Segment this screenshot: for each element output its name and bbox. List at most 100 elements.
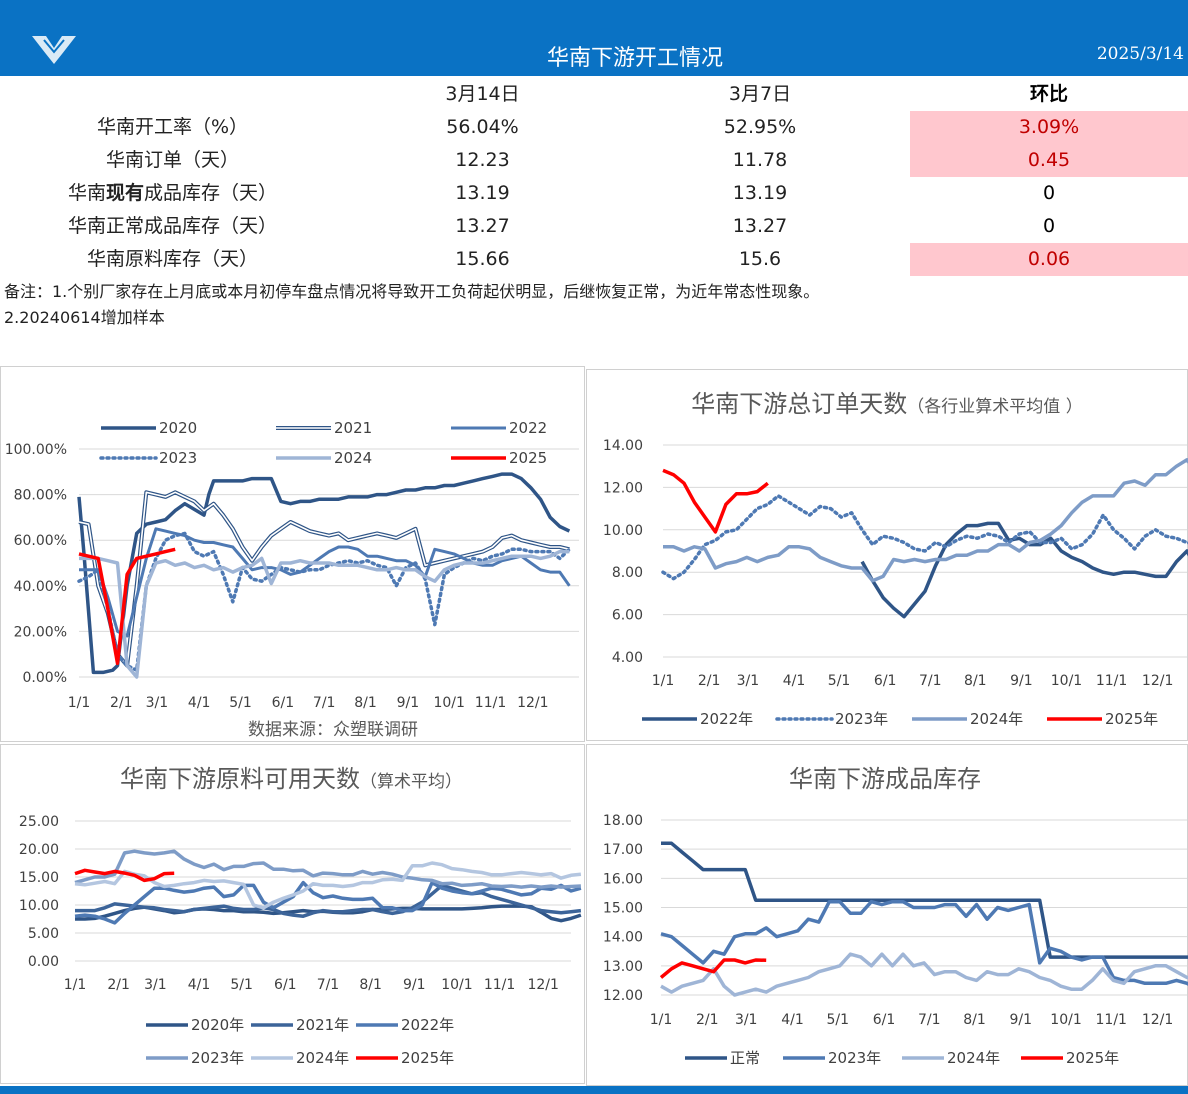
table-note: 备注：1.个别厂家存在上月底或本月初停车盘点情况将导致开工负荷起伏明显，后继恢复… xyxy=(4,282,820,301)
y-tick-label: 60.00% xyxy=(14,533,67,549)
series-line-正常 xyxy=(661,841,1188,959)
x-tick-label: 6/1 xyxy=(873,1012,896,1028)
series-line-2024年 xyxy=(663,458,1188,583)
x-tick-label: 8/1 xyxy=(359,977,382,993)
x-tick-label: 10/1 xyxy=(1051,673,1082,689)
legend-label: 2023年 xyxy=(191,1049,244,1067)
table-row: 华南原料库存（天） 15.66 15.6 0.06 xyxy=(0,243,1188,276)
series-line-2024年 xyxy=(74,861,582,910)
report-date: 2025/3/14 xyxy=(1096,44,1184,64)
legend-label: 2020年 xyxy=(191,1016,244,1034)
table-row: 华南现有成品库存（天） 13.19 13.19 0 xyxy=(0,177,1188,210)
series-line-2024年 xyxy=(660,952,1188,997)
legend-label: 2022年 xyxy=(401,1016,454,1034)
x-tick-label: 8/1 xyxy=(964,673,987,689)
series-line-inner-2021 xyxy=(78,491,570,667)
y-tick-label: 16.00 xyxy=(603,871,643,887)
x-tick-label: 7/1 xyxy=(918,1012,941,1028)
table-header-row: 3月14日 3月7日 环比 xyxy=(0,78,1188,111)
page-title: 华南下游开工情况 xyxy=(546,46,723,71)
y-tick-label: 0.00% xyxy=(23,670,67,686)
series-line-2025 xyxy=(78,547,176,666)
y-tick-label: 20.00 xyxy=(19,842,59,858)
x-tick-label: 9/1 xyxy=(397,695,420,711)
y-tick-label: 25.00 xyxy=(19,814,59,830)
y-tick-label: 12.00 xyxy=(603,480,643,496)
chengpin-chart: 华南下游成品库存 18.00 17.00 16.00 15.00 14.00 13.00 12… xyxy=(603,765,1188,1067)
chart-title: 华南下游原料可用天数（算术平均） xyxy=(120,765,462,793)
upa-logo-icon xyxy=(32,36,76,64)
row-label-prefix: 华南 xyxy=(67,182,106,204)
y-tick-label: 100.00% xyxy=(5,442,67,458)
series-line-2021 xyxy=(78,490,570,668)
x-tick-label: 2/1 xyxy=(696,1012,719,1028)
x-tick-label: 7/1 xyxy=(919,673,942,689)
x-tick-label: 10/1 xyxy=(433,695,464,711)
dingdan-chart: 华南下游总订单天数（各行业算术平均值 ） 14.00 12.00 10.00 8.00 6… xyxy=(603,390,1188,728)
series-line-2021年 xyxy=(75,883,582,918)
legend-label: 2024年 xyxy=(947,1049,1000,1067)
row-label-bold: 现有 xyxy=(105,182,144,204)
previous-value: 13.27 xyxy=(732,215,788,237)
x-tick-label: 6/1 xyxy=(874,673,897,689)
y-tick-label: 8.00 xyxy=(612,565,643,581)
series-line-2023年 xyxy=(74,849,581,889)
x-tick-label: 2/1 xyxy=(110,695,133,711)
x-tick-label: 10/1 xyxy=(1050,1012,1081,1028)
x-tick-label: 10/1 xyxy=(441,977,472,993)
x-tick-label: 5/1 xyxy=(230,977,253,993)
x-tick-label: 4/1 xyxy=(188,695,211,711)
legend-label: 2024年 xyxy=(296,1049,349,1067)
y-tick-label: 0.00 xyxy=(28,954,59,970)
series-line-2025年 xyxy=(662,468,769,534)
y-tick-label: 15.00 xyxy=(603,901,643,917)
y-tick-label: 20.00% xyxy=(14,624,67,640)
x-tick-label: 7/1 xyxy=(317,977,340,993)
change-value: 0 xyxy=(1042,182,1056,204)
x-tick-label: 5/1 xyxy=(828,673,851,689)
y-tick-label: 17.00 xyxy=(603,842,643,858)
chart-title: 华南下游总订单天数（各行业算术平均值 ） xyxy=(691,390,1082,418)
x-tick-label: 9/1 xyxy=(1010,673,1033,689)
legend-label: 2025年 xyxy=(1105,710,1158,728)
x-tick-label: 12/1 xyxy=(1142,1012,1173,1028)
x-tick-label: 6/1 xyxy=(274,977,297,993)
x-tick-label: 12/1 xyxy=(1142,673,1173,689)
y-tick-label: 5.00 xyxy=(28,926,59,942)
chart-panel-dingdan: 华南下游总订单天数（各行业算术平均值 ） 14.00 12.00 10.00 8.00 6… xyxy=(586,369,1188,741)
x-tick-label: 3/1 xyxy=(146,695,169,711)
x-tick-label: 11/1 xyxy=(1096,673,1127,689)
row-label: 华南现有成品库存（天） xyxy=(0,177,345,210)
current-value: 12.23 xyxy=(455,149,510,171)
x-tick-label: 9/1 xyxy=(1010,1012,1033,1028)
x-tick-label: 1/1 xyxy=(64,977,87,993)
legend-label: 2023年 xyxy=(828,1049,881,1067)
y-tick-label: 14.00 xyxy=(603,930,643,946)
legend-label: 2022 xyxy=(509,419,547,437)
legend-label: 2022年 xyxy=(700,710,753,728)
series-line-2022年 xyxy=(860,521,1188,619)
row-label: 华南原料库存（天） xyxy=(86,248,258,270)
series-line-2025年 xyxy=(74,868,175,883)
change-value: 0.06 xyxy=(910,243,1188,276)
legend-label: 2023 xyxy=(159,449,197,467)
x-tick-label: 1/1 xyxy=(650,1012,673,1028)
y-tick-label: 10.00 xyxy=(19,898,59,914)
kaigong-chart: 华南下游开工100.00%80.00%60.00%40.00%20.00%0.0… xyxy=(5,419,579,783)
row-label: 华南开工率（%） xyxy=(96,116,249,138)
x-tick-label: 11/1 xyxy=(484,977,515,993)
x-tick-label: 4/1 xyxy=(188,977,211,993)
header-bar: 华南下游开工情况 2025/3/14 xyxy=(0,0,1188,76)
y-tick-label: 10.00 xyxy=(603,523,643,539)
x-tick-label: 2/1 xyxy=(107,977,130,993)
legend-label: 2021 xyxy=(334,419,372,437)
x-tick-label: 6/1 xyxy=(272,695,295,711)
x-tick-label: 5/1 xyxy=(826,1012,849,1028)
legend-label: 正常 xyxy=(730,1049,760,1067)
change-value: 0.45 xyxy=(910,144,1188,177)
y-tick-label: 12.00 xyxy=(603,988,643,1004)
table-row: 华南订单（天） 12.23 11.78 0.45 xyxy=(0,144,1188,177)
x-tick-label: 12/1 xyxy=(517,695,548,711)
y-tick-label: 80.00% xyxy=(14,488,67,504)
x-tick-label: 5/1 xyxy=(229,695,252,711)
